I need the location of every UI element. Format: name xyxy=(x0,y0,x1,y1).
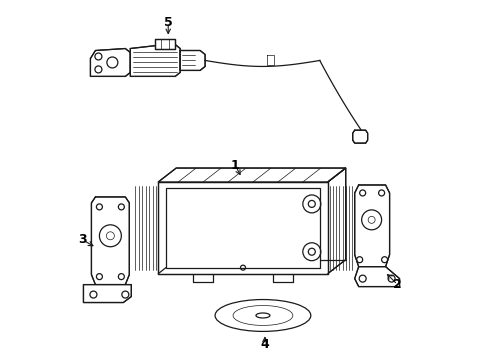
Polygon shape xyxy=(327,168,345,274)
Polygon shape xyxy=(180,50,204,71)
Polygon shape xyxy=(158,182,327,274)
Polygon shape xyxy=(155,39,175,49)
Polygon shape xyxy=(354,267,399,287)
Text: 3: 3 xyxy=(78,233,86,246)
Polygon shape xyxy=(83,285,131,302)
Polygon shape xyxy=(91,197,129,285)
Polygon shape xyxy=(354,185,389,267)
Ellipse shape xyxy=(215,300,310,332)
Polygon shape xyxy=(90,49,130,76)
Polygon shape xyxy=(158,168,345,182)
Text: 4: 4 xyxy=(260,338,269,351)
Text: 2: 2 xyxy=(392,278,401,291)
Polygon shape xyxy=(130,45,180,76)
Polygon shape xyxy=(352,130,367,143)
Text: 1: 1 xyxy=(230,158,239,172)
Bar xyxy=(166,188,319,268)
Text: 5: 5 xyxy=(163,16,172,29)
